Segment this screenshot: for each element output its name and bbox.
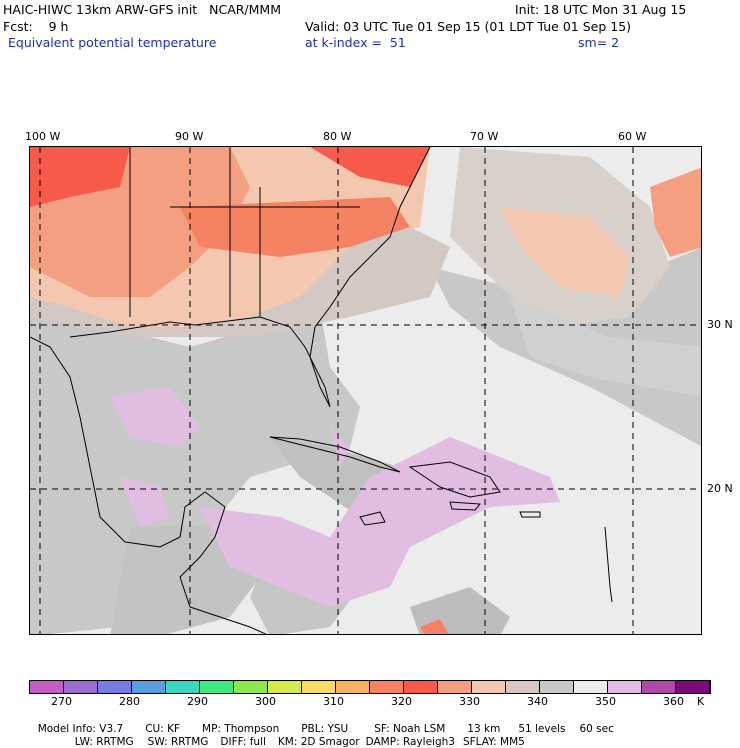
footer-pbl: PBL: YSU [301, 723, 349, 735]
footer-line2: LW: RRTMG SW: RRTMG DIFF: full KM: 2D Smago… [68, 724, 525, 748]
colorbar-swatch [472, 681, 506, 693]
lat-label-30n: 30 N [707, 318, 733, 331]
footer-mp: MP: Thompson [202, 723, 280, 735]
footer-lw: LW: RRTMG [74, 736, 134, 748]
footer-sw: SW: RRTMG [147, 736, 209, 748]
colorbar-swatch [506, 681, 540, 693]
colorbar-swatch [302, 681, 336, 693]
colorbar-swatch [268, 681, 302, 693]
map-panel [29, 146, 702, 635]
footer-model-info: Model Info: V3.7 [37, 723, 124, 735]
colorbar-tick-label: 330 [459, 695, 480, 708]
colorbar-swatch [30, 681, 64, 693]
lat-label-20n: 20 N [707, 482, 733, 495]
colorbar-swatch [404, 681, 438, 693]
footer-sf: SF: Noah LSM [374, 723, 446, 735]
colorbar-swatch [676, 681, 710, 693]
colorbar-swatch [608, 681, 642, 693]
footer-diff: DIFF: full [220, 736, 266, 748]
footer-res: 13 km [467, 723, 501, 735]
footer-line1: Model Info: V3.7 CU: KF MP: Thompson PBL: Y… [31, 711, 614, 735]
smoothing-label: sm= 2 [578, 35, 620, 50]
colorbar-tick-label: 310 [323, 695, 344, 708]
lon-label-70w: 70 W [470, 130, 499, 143]
coastlines [30, 147, 613, 634]
colorbar-swatch [540, 681, 574, 693]
colorbar-swatch [132, 681, 166, 693]
lat-lon-grid [30, 147, 701, 634]
colorbar-swatch [336, 681, 370, 693]
footer-levels: 51 levels [518, 723, 566, 735]
forecast-hour: Fcst: 9 h [3, 19, 69, 34]
footer-timestep: 60 sec [579, 723, 614, 735]
colorbar-unit: K [697, 695, 705, 708]
colorbar-tick-label: 300 [255, 695, 276, 708]
colorbar-swatch [370, 681, 404, 693]
lon-label-80w: 80 W [323, 130, 352, 143]
colorbar-tick-label: 290 [187, 695, 208, 708]
map-svg [30, 147, 701, 634]
colorbar-tick-label: 350 [595, 695, 616, 708]
colorbar-tick-label: 340 [527, 695, 548, 708]
colorbar-swatch [234, 681, 268, 693]
colorbar-swatch [642, 681, 676, 693]
colorbar-swatch [200, 681, 234, 693]
colorbar [29, 680, 711, 694]
colorbar-swatch [166, 681, 200, 693]
colorbar-swatch [574, 681, 608, 693]
colorbar-swatch [98, 681, 132, 693]
model-title: HAIC-HIWC 13km ARW-GFS init NCAR/MMM [3, 2, 282, 17]
colorbar-tick-label: 280 [119, 695, 140, 708]
lon-label-60w: 60 W [618, 130, 647, 143]
colorbar-swatch [438, 681, 472, 693]
colorbar-tick-label: 360 [663, 695, 684, 708]
footer-km: KM: 2D Smagor [277, 736, 360, 748]
footer-damp: DAMP: Rayleigh3 [365, 736, 455, 748]
init-time: Init: 18 UTC Mon 31 Aug 15 [515, 2, 687, 17]
footer-cu: CU: KF [145, 723, 181, 735]
colorbar-swatch [64, 681, 98, 693]
lon-label-90w: 90 W [175, 130, 204, 143]
valid-time: Valid: 03 UTC Tue 01 Sep 15 (01 LDT Tue … [305, 19, 632, 34]
footer-sflay: SFLAY: MM5 [462, 736, 525, 748]
colorbar-tick-label: 320 [391, 695, 412, 708]
field-name: Equivalent potential temperature [8, 35, 217, 50]
colorbar-tick-label: 270 [51, 695, 72, 708]
level-label: at k-index = 51 [305, 35, 406, 50]
lon-label-100w: 100 W [25, 130, 61, 143]
